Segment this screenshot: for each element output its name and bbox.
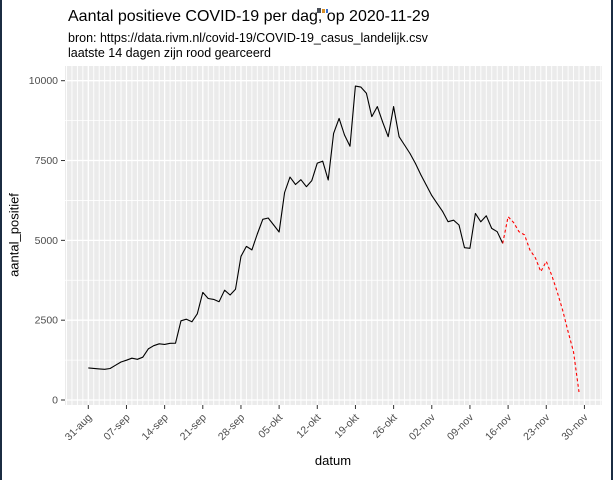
x-tick-label: 14-sep: [140, 412, 171, 443]
screen-artifact-blue: [326, 9, 328, 13]
chart-subtitle-source: bron: https://data.rivm.nl/covid-19/COVI…: [68, 31, 428, 45]
y-tick-label: 7500: [35, 155, 59, 167]
x-tick-label: 28-sep: [216, 412, 247, 443]
y-tick-label: 0: [52, 395, 58, 407]
y-tick-label: 10000: [29, 75, 58, 87]
x-tick-label: 19-okt: [332, 412, 361, 441]
x-tick-label: 12-okt: [294, 412, 323, 441]
y-axis-title: aantal_positief: [6, 193, 22, 277]
x-tick-label: 30-nov: [559, 411, 591, 443]
x-axis-title: datum: [314, 453, 352, 468]
x-tick-label: 23-nov: [521, 411, 553, 443]
x-tick-label: 21-sep: [178, 412, 209, 443]
window-border-right: [611, 0, 613, 480]
x-tick-label: 26-okt: [371, 412, 400, 441]
y-tick-label: 5000: [35, 235, 59, 247]
screen-artifact-orange: [322, 9, 325, 13]
series-laatste-14-dagen-rood: [502, 216, 580, 393]
x-tick-label: 31-aug: [63, 412, 95, 444]
chart-title: Aantal positieve COVID-19 per dag, op 20…: [68, 8, 430, 25]
x-tick-label: 16-nov: [483, 411, 515, 443]
series-aantal-positief-definitief: [88, 85, 504, 370]
x-tick-label: 05-okt: [256, 412, 285, 441]
screen-artifact-dark: [317, 8, 321, 13]
window-border-left: [0, 0, 2, 480]
x-tick-label: 02-nov: [407, 411, 439, 443]
chart-subtitle-note: laatste 14 dagen zijn rood gearceerd: [68, 46, 271, 60]
x-tick-label: 07-sep: [101, 412, 132, 443]
y-tick-label: 2500: [35, 315, 59, 327]
x-tick-label: 09-nov: [445, 411, 477, 443]
